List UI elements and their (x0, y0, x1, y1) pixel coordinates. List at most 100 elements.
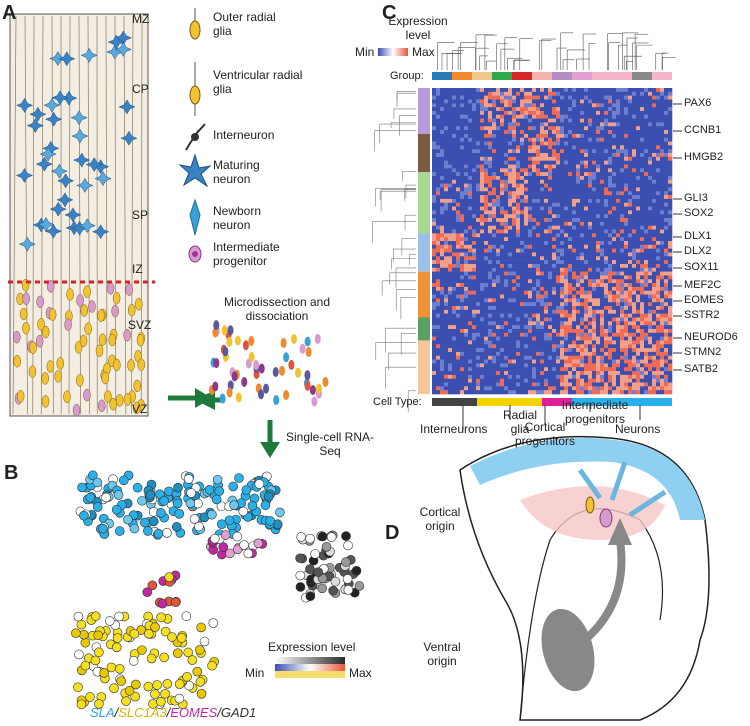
heat-cell (544, 321, 548, 325)
heat-cell (492, 149, 496, 153)
heat-cell (540, 302, 544, 306)
heat-cell (580, 210, 584, 214)
heat-cell (592, 153, 596, 157)
heat-cell (468, 107, 472, 111)
heat-cell (632, 237, 636, 241)
heat-cell (432, 165, 436, 169)
heat-cell (540, 115, 544, 119)
progenitor (42, 372, 49, 384)
heat-cell (584, 310, 588, 314)
heat-cell (576, 383, 580, 387)
heat-cell (448, 321, 452, 325)
heat-cell (520, 119, 524, 123)
heat-cell (628, 172, 632, 176)
heat-cell (640, 306, 644, 310)
heat-cell (508, 386, 512, 390)
heat-cell (508, 272, 512, 276)
heat-cell (548, 126, 552, 130)
heat-cell (468, 356, 472, 360)
heat-cell (484, 356, 488, 360)
heat-cell (656, 356, 660, 360)
heat-cell (612, 268, 616, 272)
heat-cell (484, 122, 488, 126)
heat-cell (544, 386, 548, 390)
heat-cell (440, 226, 444, 230)
heat-cell (628, 176, 632, 180)
heat-cell (604, 134, 608, 138)
heat-cell (596, 329, 600, 333)
heat-cell (536, 176, 540, 180)
heat-cell (556, 134, 560, 138)
heat-cell (572, 295, 576, 299)
heat-cell (604, 363, 608, 367)
heat-cell (484, 233, 488, 237)
heat-cell (616, 207, 620, 211)
heat-cell (516, 390, 520, 394)
heat-cell (468, 337, 472, 341)
heat-cell (620, 249, 624, 253)
heat-cell (484, 379, 488, 383)
heat-cell (520, 122, 524, 126)
heat-cell (464, 371, 468, 375)
heat-cell (452, 226, 456, 230)
heat-cell (508, 283, 512, 287)
heat-cell (580, 122, 584, 126)
heat-cell (596, 122, 600, 126)
heat-cell (580, 256, 584, 260)
heat-cell (628, 295, 632, 299)
heat-cell (472, 260, 476, 264)
heat-cell (644, 314, 648, 318)
heat-cell (548, 344, 552, 348)
heat-cell (604, 329, 608, 333)
heat-cell (596, 130, 600, 134)
heat-cell (652, 356, 656, 360)
heat-cell (452, 96, 456, 100)
heat-cell (608, 252, 612, 256)
heat-cell (652, 130, 656, 134)
heat-cell (664, 230, 668, 234)
heat-cell (600, 218, 604, 222)
heat-cell (600, 283, 604, 287)
heat-cell (564, 122, 568, 126)
heat-cell (648, 218, 652, 222)
heat-cell (612, 88, 616, 92)
heat-cell (588, 298, 592, 302)
heat-cell (612, 318, 616, 322)
heat-cell (668, 161, 672, 165)
heat-cell (664, 226, 668, 230)
heat-cell (528, 298, 532, 302)
heat-cell (480, 344, 484, 348)
heat-cell (532, 115, 536, 119)
heat-cell (552, 245, 556, 249)
heat-cell (616, 103, 620, 107)
heat-cell (632, 134, 636, 138)
heat-cell (448, 153, 452, 157)
heat-cell (472, 283, 476, 287)
heat-cell (544, 272, 548, 276)
heat-cell (488, 195, 492, 199)
heat-cell (504, 119, 508, 123)
heat-cell (608, 344, 612, 348)
heat-cell (500, 325, 504, 329)
group-bar (552, 72, 572, 80)
heat-cell (460, 111, 464, 115)
heat-cell (444, 375, 448, 379)
heat-cell (448, 191, 452, 195)
heat-cell (448, 386, 452, 390)
heat-cell (668, 222, 672, 226)
heat-cell (452, 302, 456, 306)
heat-cell (544, 298, 548, 302)
heat-cell (540, 161, 544, 165)
heat-cell (516, 348, 520, 352)
heat-cell (660, 363, 664, 367)
heat-cell (536, 187, 540, 191)
heat-cell (468, 298, 472, 302)
heat-cell (464, 149, 468, 153)
heat-cell (496, 390, 500, 394)
heat-cell (504, 340, 508, 344)
heat-cell (656, 249, 660, 253)
heat-cell (644, 115, 648, 119)
heat-cell (484, 337, 488, 341)
heat-cell (604, 310, 608, 314)
heat-cell (592, 111, 596, 115)
